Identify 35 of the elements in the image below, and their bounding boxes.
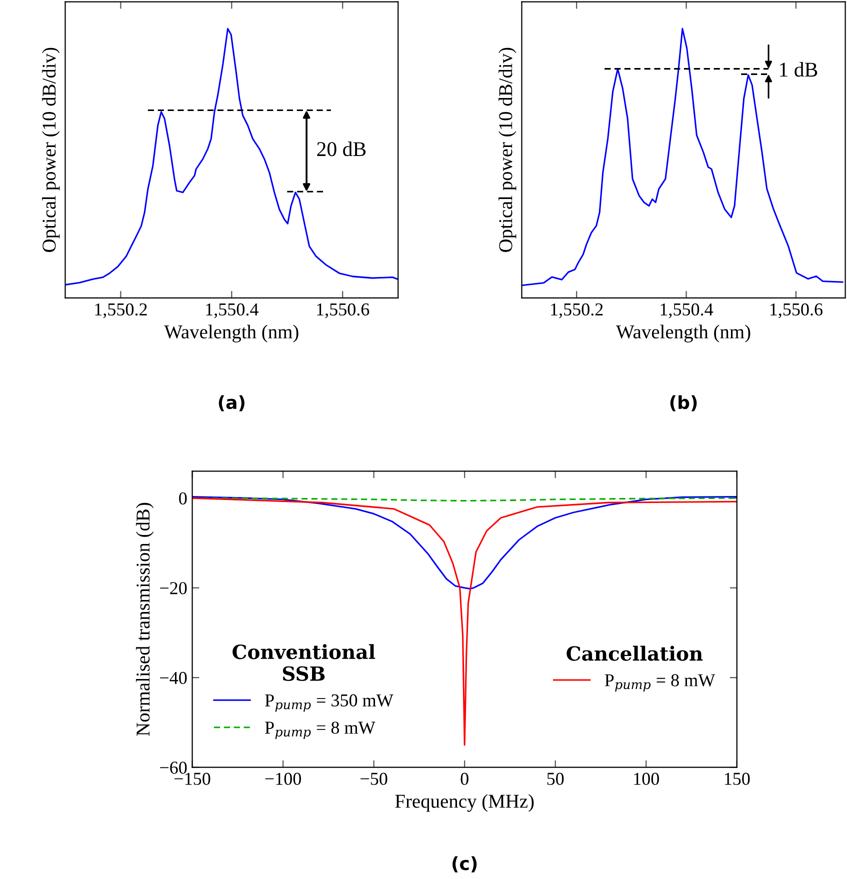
x-axis-title: Wavelength (nm) [616, 324, 750, 342]
x-tick-label: 50 [547, 772, 564, 785]
x-tick-label: −150 [174, 772, 210, 785]
text: (b) [670, 395, 697, 412]
x-tick-label: 1,550.2 [95, 303, 147, 318]
annotation: 20 dB [317, 142, 366, 156]
y-tick-label: −40 [160, 672, 187, 684]
legend-label: P$_{pump}$ = 8 mW [604, 674, 716, 692]
x-tick-label: 1,550.4 [206, 303, 258, 318]
x-tick-label: 1,550.4 [660, 303, 714, 318]
x-tick-label: 100 [634, 772, 659, 785]
x-tick-label: 150 [724, 772, 750, 785]
y-tick-label: 0 [179, 492, 187, 505]
x-tick-label: 1,550.6 [317, 303, 370, 318]
annotation: 1 dB [780, 62, 818, 77]
text: Conventional SSB [232, 644, 376, 681]
text: Cancellation [566, 646, 703, 661]
x-tick-label: −50 [360, 772, 388, 785]
text: (a) [218, 395, 244, 412]
text: (c) [452, 856, 477, 872]
line-series [192, 496, 737, 590]
x-tick-label: 0 [460, 772, 468, 785]
line-series [192, 497, 737, 746]
y-axis-title: Normalised transmission (dB) [136, 502, 154, 736]
legend-label: P$_{pump}$ = 8 mW [265, 722, 376, 740]
legend-label: P$_{pump}$ = 350 mW [265, 694, 394, 712]
y-tick-label: −20 [160, 582, 187, 594]
x-axis-title: Wavelength (nm) [164, 324, 298, 342]
y-axis-title: Optical power (10 dB/div) [498, 48, 516, 252]
x-axis-title: Frequency (MHz) [395, 794, 534, 812]
x-tick-label: 1,550.6 [770, 303, 822, 318]
y-tick-label: −60 [160, 762, 187, 774]
x-tick-label: 1,550.2 [551, 303, 603, 318]
x-tick-label: −100 [265, 772, 301, 785]
y-axis-title: Optical power (10 dB/div) [42, 48, 60, 252]
